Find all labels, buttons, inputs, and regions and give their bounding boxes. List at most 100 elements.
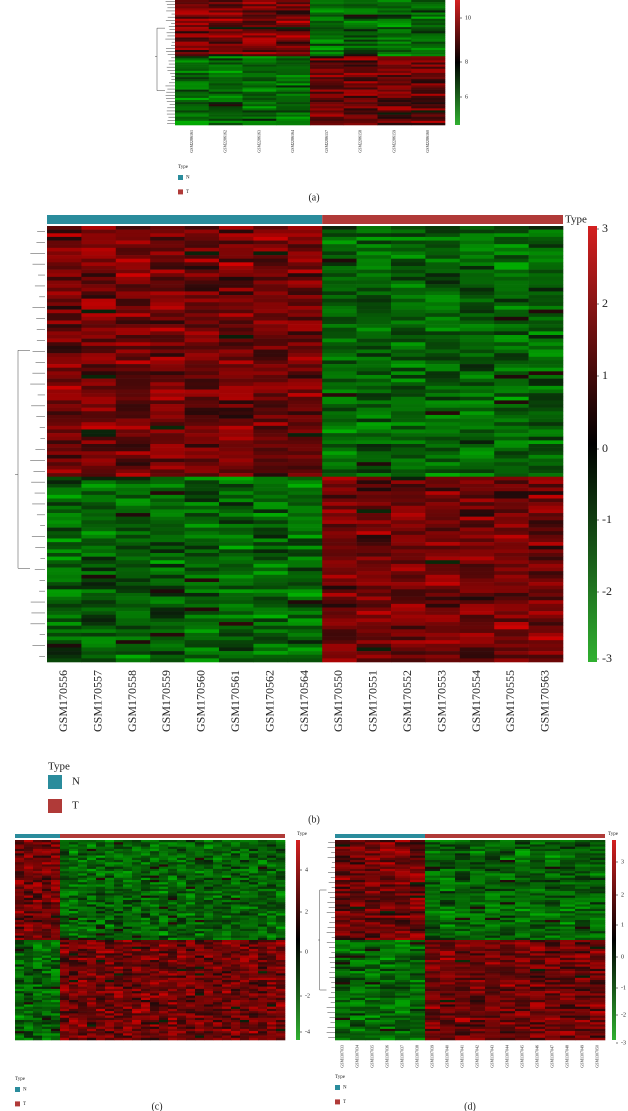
heat-cell <box>123 1028 133 1032</box>
heat-cell <box>69 977 79 981</box>
heat-cell <box>322 284 357 289</box>
heat-cell <box>391 287 426 292</box>
heat-cell <box>186 946 196 950</box>
heat-cell <box>322 462 357 467</box>
heat-cell <box>249 980 259 983</box>
heat-cell <box>287 240 323 245</box>
heat-cell <box>494 611 529 616</box>
heat-cell <box>267 884 277 887</box>
heat-cell <box>425 396 461 401</box>
heat-cell <box>322 574 357 579</box>
heat-cell <box>168 862 178 865</box>
heat-cell <box>249 891 259 894</box>
heat-cell <box>42 971 52 974</box>
heat-cell <box>47 433 82 438</box>
heat-cell <box>123 882 133 885</box>
heat-cell <box>377 14 412 17</box>
heat-cell <box>253 280 289 285</box>
heat-cell <box>60 982 70 985</box>
heat-cell <box>51 897 61 901</box>
heat-cell <box>177 1013 187 1016</box>
heat-cell <box>276 12 311 15</box>
heat-cell <box>81 629 117 634</box>
heat-cell <box>240 986 250 990</box>
heat-cell <box>219 516 254 521</box>
heat-cell <box>356 436 392 441</box>
heat-cell <box>276 975 286 979</box>
heat-cell <box>78 851 88 854</box>
heat-cell <box>258 946 268 950</box>
heat-cell <box>287 302 323 307</box>
heat-cell <box>132 868 142 872</box>
heat-cell <box>24 1024 34 1027</box>
heat-cell <box>47 549 82 554</box>
heat-cell <box>150 946 160 950</box>
heat-cell <box>69 988 79 992</box>
heat-cell <box>240 893 250 896</box>
heat-cell <box>175 20 210 24</box>
heat-cell <box>528 236 564 241</box>
heat-cell <box>310 27 345 30</box>
heat-cell <box>184 640 220 645</box>
heat-cell <box>459 632 495 637</box>
heat-cell <box>69 1015 79 1019</box>
heat-cell <box>141 937 151 941</box>
heat-cell <box>132 988 142 992</box>
heat-cell <box>51 1013 61 1016</box>
heat-cell <box>276 47 311 51</box>
heat-cell <box>78 948 88 952</box>
heat-cell <box>159 937 169 941</box>
heat-cell <box>287 396 323 401</box>
heat-cell <box>391 298 426 303</box>
heat-cell <box>494 629 529 634</box>
heat-cell <box>222 977 232 981</box>
heat-cell <box>267 857 277 861</box>
heat-cell <box>494 226 529 230</box>
heat-cell <box>15 855 25 859</box>
heat-cell <box>411 72 446 76</box>
heat-cell <box>222 966 232 970</box>
heat-cell <box>287 582 323 586</box>
heat-cell <box>150 1017 160 1021</box>
heat-cell <box>231 893 241 896</box>
heat-cell <box>150 908 160 912</box>
heat-cell <box>459 651 495 656</box>
heat-cell <box>150 287 185 292</box>
heat-cell <box>322 295 357 299</box>
heat-cell <box>123 991 133 994</box>
heat-cell <box>184 244 220 249</box>
heat-cell <box>356 447 392 452</box>
heat-cell <box>356 574 392 579</box>
heat-cell <box>33 868 43 872</box>
heat-cell <box>528 255 564 259</box>
heat-cell <box>411 50 446 53</box>
heat-cell <box>249 986 259 990</box>
heat-cell <box>87 1008 97 1012</box>
heat-cell <box>494 523 529 528</box>
heat-cell <box>115 556 151 561</box>
heat-cell <box>310 83 345 86</box>
heat-cell <box>411 8 446 11</box>
heat-cell <box>494 244 529 249</box>
heat-cell <box>391 382 426 387</box>
heat-cell <box>253 400 289 405</box>
heat-cell <box>242 52 277 55</box>
heat-cell <box>81 632 117 637</box>
heat-cell <box>69 866 79 870</box>
heat-cell <box>69 980 79 983</box>
heat-cell <box>81 382 117 387</box>
heat-cell <box>459 516 495 521</box>
heat-cell <box>494 251 529 256</box>
heat-cell <box>219 226 254 230</box>
heat-cell <box>42 915 52 919</box>
heat-cell <box>356 229 392 234</box>
heat-cell <box>231 942 241 945</box>
heat-cell <box>33 1004 43 1007</box>
heat-cell <box>132 993 142 996</box>
heat-cell <box>213 864 223 867</box>
heat-cell <box>204 986 214 990</box>
heat-cell <box>322 523 357 528</box>
heat-cell <box>425 473 461 477</box>
heat-cell <box>184 585 220 590</box>
heat-cell <box>219 523 254 528</box>
